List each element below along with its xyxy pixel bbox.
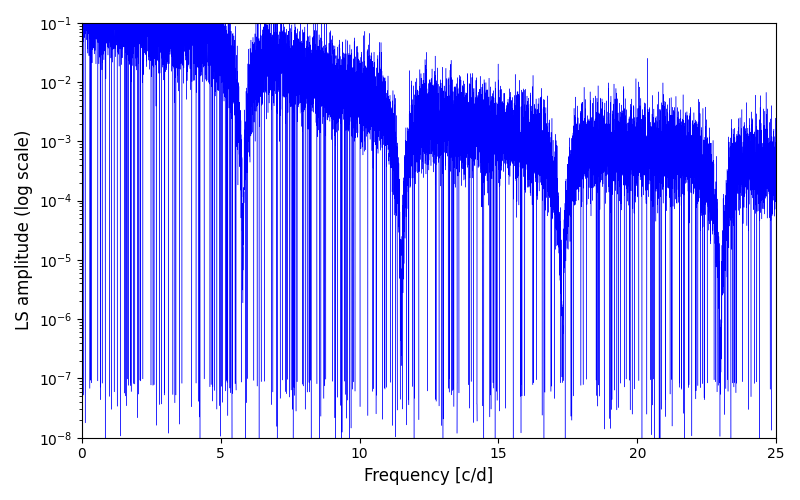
X-axis label: Frequency [c/d]: Frequency [c/d] bbox=[364, 467, 494, 485]
Y-axis label: LS amplitude (log scale): LS amplitude (log scale) bbox=[15, 130, 33, 330]
